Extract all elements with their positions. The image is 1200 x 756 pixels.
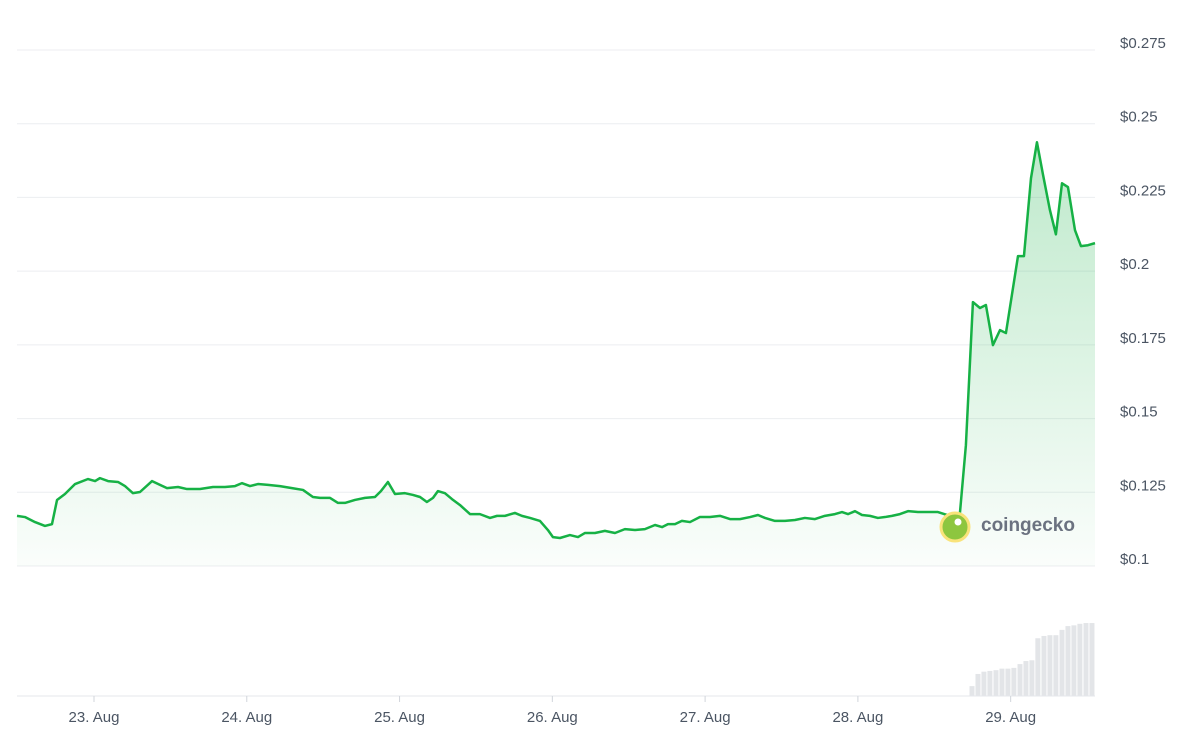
x-tick-label: 25. Aug <box>374 709 425 726</box>
watermark-logo-eye <box>954 518 962 526</box>
volume-bar <box>999 668 1005 696</box>
volume-bar <box>1059 629 1065 696</box>
watermark-text: coingecko <box>981 515 1075 536</box>
volume-bar <box>1089 623 1095 696</box>
y-tick-label: $0.15 <box>1120 404 1158 421</box>
watermark: coingecko <box>939 511 1075 543</box>
volume-bar <box>981 671 987 696</box>
price-line <box>16 141 1096 540</box>
x-tick-label: 24. Aug <box>221 709 272 726</box>
x-tick-label: 28. Aug <box>832 709 883 726</box>
volume-bar <box>975 673 981 696</box>
y-tick-label: $0.1 <box>1120 551 1149 568</box>
axes: $0.1 $0.125 $0.15 $0.175 $0.2 $0.225 $0.25 $0.2… <box>69 35 1166 726</box>
volume-bar <box>1005 668 1011 696</box>
y-tick-label: $0.125 <box>1120 477 1166 494</box>
y-tick-label: $0.225 <box>1120 182 1166 199</box>
watermark-logo <box>939 511 971 543</box>
volume-bar <box>1029 660 1035 696</box>
volume-bar <box>1047 635 1053 696</box>
volume-bar <box>969 686 975 696</box>
volume-bar <box>993 670 999 696</box>
y-tick-label: $0.25 <box>1120 109 1158 126</box>
volume-bar <box>1011 667 1017 696</box>
volume-bar <box>1035 638 1041 696</box>
volume-bar <box>1017 664 1023 696</box>
x-tick-label: 29. Aug <box>985 709 1036 726</box>
y-tick-label: $0.2 <box>1120 256 1149 273</box>
volume-bars <box>969 623 1095 696</box>
volume-bar <box>1071 625 1077 696</box>
volume-bar <box>1041 635 1047 696</box>
y-tick-label: $0.175 <box>1120 330 1166 347</box>
volume-bar <box>987 670 993 696</box>
plot <box>16 141 1096 567</box>
x-tick-label: 26. Aug <box>527 709 578 726</box>
volume-bar <box>1065 626 1071 696</box>
y-tick-label: $0.275 <box>1120 35 1166 52</box>
price-area <box>17 142 1095 567</box>
x-tick-label: 27. Aug <box>680 709 731 726</box>
volume-bar <box>1023 661 1029 696</box>
x-tick-label: 23. Aug <box>69 709 120 726</box>
volume-bar <box>1077 623 1083 696</box>
volume-bar <box>1053 635 1059 696</box>
volume-bar <box>1083 623 1089 696</box>
